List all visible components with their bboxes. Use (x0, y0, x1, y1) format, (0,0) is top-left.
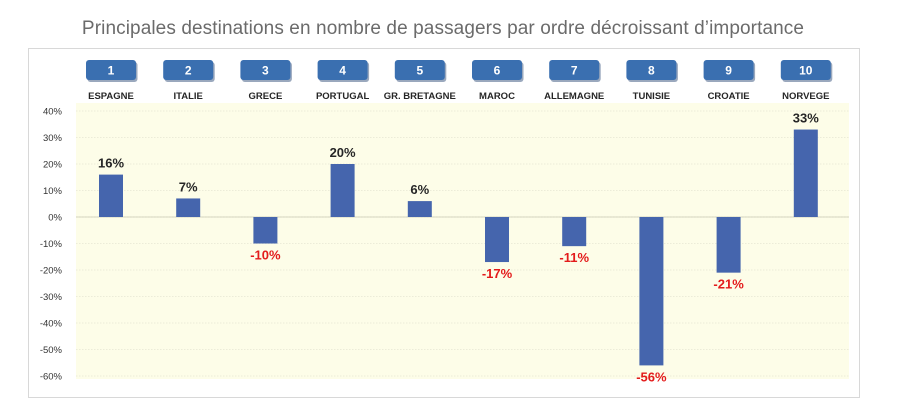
data-label: 6% (410, 182, 429, 197)
rank-badge-box (626, 60, 677, 80)
rank-number: 7 (571, 64, 578, 78)
rank-badge-box (549, 60, 600, 80)
data-label: -11% (559, 250, 589, 265)
category-label: CROATIE (708, 91, 750, 102)
category-label: TUNISIE (633, 91, 670, 102)
category-label: ESPAGNE (88, 91, 134, 102)
data-label: 16% (98, 156, 124, 171)
rank-number: 4 (339, 64, 346, 78)
data-label: -10% (250, 248, 281, 263)
rank-badge (780, 60, 833, 82)
bar (716, 217, 741, 273)
rank-badge (317, 60, 370, 82)
category-label: GR. BRETAGNE (384, 91, 456, 102)
rank-number: 1 (108, 64, 115, 78)
y-tick-label: 40% (43, 107, 63, 118)
category-label: PORTUGAL (316, 91, 370, 102)
y-tick-label: -10% (40, 239, 63, 250)
rank-badge (240, 60, 292, 82)
rank-badge (626, 60, 678, 82)
chart-frame: 40% 30% 20% 10% 0% -10% -20% -30% -40% -50% -60% 1 E… (28, 48, 860, 398)
rank-badge-box (394, 60, 445, 80)
y-tick-label: -20% (40, 266, 63, 277)
rank-number: 5 (416, 64, 423, 78)
rank-badge-box (240, 60, 291, 80)
y-tick-label: 20% (43, 160, 63, 171)
y-tick-label: -40% (40, 319, 63, 330)
y-tick-label: -30% (40, 292, 63, 303)
rank-badge (472, 60, 524, 82)
rank-badge (703, 60, 756, 82)
category-label: NORVEGE (782, 91, 829, 102)
bar (407, 201, 432, 217)
rank-number: 2 (185, 64, 192, 78)
rank-badge-box (472, 60, 522, 80)
rank-badge (549, 60, 601, 82)
rank-number: 8 (648, 64, 655, 78)
rank-number: 10 (799, 64, 813, 78)
rank-badge-box (86, 60, 136, 80)
data-label: -56% (636, 369, 667, 384)
rank-badge-box (780, 60, 831, 80)
bar (99, 174, 123, 217)
data-label: 33% (793, 111, 819, 126)
bar (793, 129, 818, 217)
bar (639, 217, 664, 366)
data-label: -17% (482, 266, 513, 281)
y-tick-label: -60% (40, 372, 63, 383)
bar-chart: 40% 30% 20% 10% 0% -10% -20% -30% -40% -50% -60% 1 E… (40, 60, 849, 384)
bar (253, 217, 278, 244)
y-tick-label: 10% (43, 186, 63, 197)
bar (562, 217, 587, 247)
rank-badge-box (317, 60, 368, 80)
y-tick-label: 30% (43, 133, 63, 144)
rank-number: 6 (494, 64, 501, 78)
category-label: GRECE (249, 91, 283, 102)
rank-badge (163, 60, 215, 82)
category-label: MAROC (479, 91, 515, 102)
chart-title: Principales destinations en nombre de pa… (81, 18, 805, 39)
data-label: 20% (330, 145, 356, 160)
bar (330, 164, 355, 217)
data-label: 7% (179, 179, 198, 194)
bar (485, 217, 509, 263)
category-label: ALLEMAGNE (544, 91, 604, 102)
bar (176, 198, 201, 217)
rank-badge (394, 60, 447, 82)
y-tick-label: -50% (40, 345, 63, 356)
rank-number: 9 (725, 64, 732, 78)
rank-badge-box (163, 60, 214, 80)
data-label: -21% (713, 277, 744, 292)
rank-badge-box (703, 60, 754, 80)
category-label: ITALIE (174, 91, 203, 102)
y-tick-label: 0% (48, 213, 62, 224)
rank-badge (86, 60, 138, 82)
rank-number: 3 (262, 64, 269, 78)
